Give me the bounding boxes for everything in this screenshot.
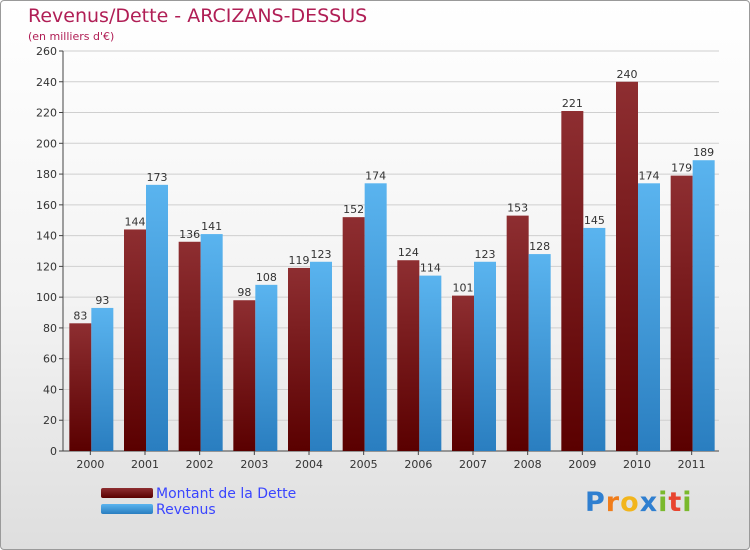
y-tick-label: 200	[36, 137, 57, 150]
y-tick-label: 40	[43, 383, 57, 396]
data-label-revenus: 141	[201, 220, 222, 233]
data-label-revenus: 145	[584, 214, 605, 227]
data-label-dette: 221	[562, 97, 583, 110]
x-tick-label: 2006	[404, 458, 432, 471]
data-label-dette: 119	[289, 254, 310, 267]
data-label-dette: 136	[179, 228, 200, 241]
legend-label-revenus: Revenus	[156, 502, 216, 518]
bar-dette	[69, 323, 92, 451]
data-label-dette: 98	[237, 286, 251, 299]
data-label-revenus: 123	[475, 248, 496, 261]
bar-revenus	[528, 254, 551, 451]
data-label-dette: 152	[343, 203, 364, 216]
logo-letter: o	[620, 487, 640, 518]
bar-revenus	[419, 275, 442, 451]
bar-dette	[506, 215, 529, 451]
y-tick-label: 240	[36, 76, 57, 89]
x-tick-label: 2002	[186, 458, 214, 471]
data-label-dette: 240	[617, 68, 638, 81]
data-label-revenus: 128	[529, 240, 550, 253]
data-label-revenus: 189	[693, 146, 714, 159]
data-label-revenus: 174	[365, 169, 386, 182]
bar-revenus	[91, 307, 114, 451]
proxiti-logo: Proxiti	[585, 487, 693, 518]
data-label-revenus: 114	[420, 262, 441, 275]
data-label-revenus: 123	[311, 248, 332, 261]
logo-letter: r	[605, 487, 621, 518]
data-label-dette: 124	[398, 246, 419, 259]
legend-swatch-revenus	[101, 504, 153, 514]
bar-dette	[288, 267, 310, 451]
y-tick-label: 260	[36, 45, 57, 58]
x-tick-label: 2001	[131, 458, 159, 471]
data-label-revenus: 173	[147, 171, 168, 184]
bar-revenus	[474, 261, 496, 451]
bar-dette	[233, 300, 256, 451]
y-tick-label: 0	[50, 445, 57, 458]
bar-dette	[452, 295, 474, 451]
y-tick-label: 160	[36, 199, 57, 212]
data-label-revenus: 174	[639, 169, 660, 182]
data-label-revenus: 93	[95, 294, 109, 307]
logo-letter: P	[585, 487, 606, 518]
bar-revenus	[255, 284, 278, 451]
bar-dette	[670, 175, 693, 451]
x-tick-label: 2008	[514, 458, 542, 471]
x-tick-label: 2011	[678, 458, 706, 471]
x-tick-label: 2007	[459, 458, 487, 471]
data-label-dette: 83	[73, 309, 87, 322]
bar-revenus	[583, 227, 606, 451]
logo-letter: x	[639, 487, 659, 518]
y-tick-label: 80	[43, 322, 57, 335]
legend-label-dette: Montant de la Dette	[156, 486, 297, 502]
bar-revenus	[310, 261, 332, 451]
y-tick-label: 100	[36, 291, 57, 304]
bar-dette	[561, 111, 584, 451]
x-tick-label: 2000	[76, 458, 104, 471]
bar-revenus	[200, 234, 223, 451]
x-tick-label: 2010	[623, 458, 651, 471]
bar-revenus	[364, 183, 387, 452]
y-tick-label: 180	[36, 168, 57, 181]
data-label-dette: 179	[671, 162, 692, 175]
chart-subtitle: (en milliers d'€)	[28, 30, 115, 43]
x-tick-label: 2004	[295, 458, 323, 471]
bar-dette	[124, 229, 146, 451]
bar-dette	[616, 81, 638, 452]
y-tick-label: 220	[36, 107, 57, 120]
bar-revenus	[146, 184, 168, 451]
bar-revenus	[692, 160, 715, 451]
bar-dette	[178, 241, 201, 451]
x-tick-label: 2005	[350, 458, 378, 471]
y-tick-label: 140	[36, 230, 57, 243]
chart-title: Revenus/Dette - ARCIZANS-DESSUS	[28, 5, 368, 27]
x-tick-label: 2003	[240, 458, 268, 471]
logo-letter: i	[658, 487, 669, 518]
logo-letter: i	[682, 487, 693, 518]
y-tick-label: 60	[43, 353, 57, 366]
data-label-dette: 144	[125, 215, 146, 228]
data-label-dette: 153	[507, 202, 528, 215]
bar-dette	[397, 260, 420, 451]
bar-dette	[342, 217, 365, 451]
legend-swatch-dette	[101, 488, 153, 498]
x-tick-label: 2009	[568, 458, 596, 471]
data-label-revenus: 108	[256, 271, 277, 284]
y-tick-label: 20	[43, 414, 57, 427]
y-tick-label: 120	[36, 260, 57, 273]
bar-revenus	[638, 183, 660, 452]
data-label-dette: 101	[453, 282, 474, 295]
logo-letter: t	[668, 487, 683, 518]
